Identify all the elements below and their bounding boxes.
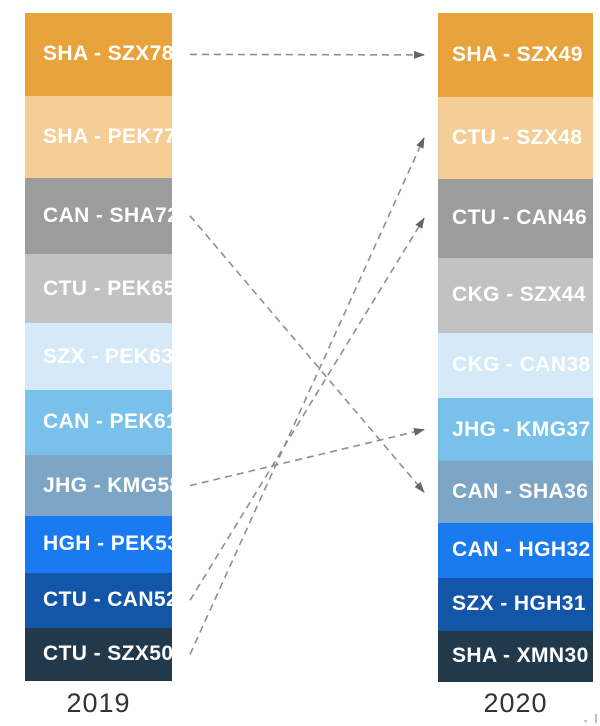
route-value: 61: [153, 410, 179, 434]
route-label: HGH - PEK: [43, 532, 156, 556]
route-value: 38: [566, 353, 591, 377]
route-label: SZX - PEK: [43, 344, 150, 368]
route-block-szx-pek: SZX - PEK 63: [25, 323, 174, 390]
route-block-sha-szx: SHA - SZX 49: [438, 13, 593, 97]
route-label: CKG - SZX: [452, 283, 562, 307]
route-label: CAN - SHA: [452, 480, 565, 504]
column-2019: SHA - SZX 78 SHA - PEK 77 CAN - SHA 72 CTU - P…: [25, 13, 181, 681]
route-block-jhg-kmg: JHG - KMG 58: [25, 454, 181, 517]
route-label: CTU - CAN: [452, 206, 563, 230]
route-block-ctu-szx: CTU - SZX 50: [25, 627, 174, 681]
route-label: JHG - KMG: [452, 417, 567, 441]
route-label: SHA - PEK: [43, 124, 152, 148]
route-block-ctu-pek: CTU - PEK 65: [25, 254, 175, 324]
route-value: 58: [157, 473, 182, 497]
route-label: CAN - SHA: [43, 203, 156, 227]
route-block-sha-szx: SHA - SZX 78: [25, 13, 174, 96]
route-block-hgh-pek: HGH - PEK 53: [25, 516, 179, 573]
route-value: 31: [561, 592, 586, 616]
route-block-ctu-szx: CTU - SZX 48: [438, 96, 593, 179]
flow-arrow-ctu-szx: [189, 136, 425, 655]
route-block-ctu-can: CTU - CAN 46: [438, 178, 593, 258]
route-value: 78: [149, 42, 174, 66]
route-label: CTU - SZX: [43, 642, 150, 666]
route-value: 65: [151, 276, 176, 300]
axis-label-2019: 2019: [66, 688, 131, 718]
route-value: 48: [558, 125, 583, 149]
route-value: 77: [152, 124, 177, 148]
route-value: 53: [155, 532, 180, 556]
route-label: JHG - KMG: [43, 473, 158, 497]
flow-arrow-sha-szx: [189, 50, 425, 59]
route-label: SZX - HGH: [452, 592, 562, 616]
route-value: 32: [566, 538, 591, 562]
route-label: CAN - HGH: [452, 538, 567, 562]
route-label: SHA - XMN: [452, 644, 565, 668]
route-label: CTU - PEK: [43, 276, 152, 300]
route-block-can-sha: CAN - SHA 36: [438, 461, 593, 523]
route-value: 63: [149, 344, 174, 368]
route-block-can-pek: CAN - PEK 61: [25, 389, 178, 455]
route-value: 49: [558, 42, 583, 66]
route-label: SHA - SZX: [452, 42, 559, 66]
route-block-ckg-can: CKG - CAN 38: [438, 332, 593, 398]
route-value: 30: [564, 644, 589, 668]
route-block-ctu-can: CTU - CAN 52: [25, 572, 178, 628]
route-label: SHA - SZX: [43, 42, 150, 66]
axis-label-2020: 2020: [483, 688, 548, 718]
route-value: 52: [153, 588, 179, 612]
flow-arrow-ctu-can: [189, 217, 425, 601]
artifact-dot: [584, 720, 587, 722]
route-value: 50: [149, 642, 174, 666]
route-block-sha-xmn: SHA - XMN 30: [438, 630, 593, 682]
route-label: CKG - CAN: [452, 353, 567, 377]
route-block-jhg-kmg: JHG - KMG 37: [438, 397, 593, 462]
route-value: 44: [561, 283, 586, 307]
corner-artifact: [584, 713, 598, 723]
route-block-sha-pek: SHA - PEK 77: [25, 95, 176, 178]
route-block-can-hgh: CAN - HGH 32: [438, 522, 593, 578]
route-value: 37: [566, 417, 591, 441]
route-label: CTU - CAN: [43, 588, 154, 612]
route-block-ckg-szx: CKG - SZX 44: [438, 257, 593, 333]
route-label: CAN - PEK: [43, 410, 154, 434]
route-value: 72: [155, 203, 180, 227]
route-value: 36: [564, 480, 589, 504]
route-value: 46: [562, 206, 588, 230]
column-2020: SHA - SZX 49 CTU - SZX 48 CTU - CAN 46 CKG - S…: [438, 13, 593, 682]
flow-arrow-jhg-kmg: [189, 428, 425, 487]
artifact-bar: [595, 714, 597, 723]
flow-arrow-can-sha: [189, 215, 425, 493]
route-block-szx-hgh: SZX - HGH 31: [438, 577, 593, 631]
route-label: CTU - SZX: [452, 125, 559, 149]
route-block-can-sha: CAN - SHA 72: [25, 177, 179, 255]
